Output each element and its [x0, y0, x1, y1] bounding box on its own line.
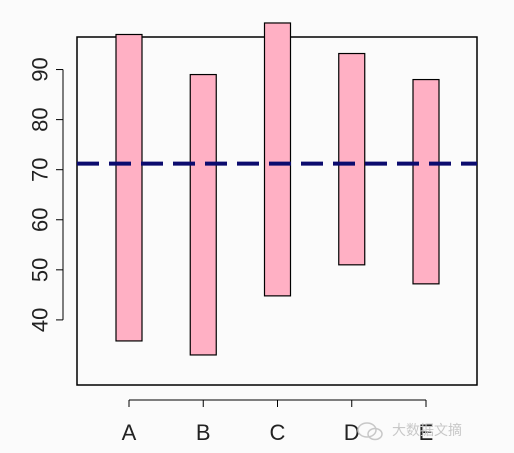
wechat-icon [357, 422, 383, 441]
bar-a [115, 33, 143, 342]
y-tick-label: 90 [28, 57, 53, 81]
y-tick-label: 80 [28, 107, 53, 131]
y-tick-label: 70 [28, 157, 53, 181]
bar-c [263, 22, 292, 297]
x-tick-label-d: D [344, 420, 360, 445]
x-tick-label-b: B [196, 420, 211, 445]
watermark-text: 大数据文摘 [392, 422, 462, 439]
y-tick-label: 50 [28, 258, 53, 282]
bar-b [189, 73, 217, 356]
y-tick-label: 40 [28, 308, 53, 332]
x-axis: A B C D E [122, 399, 434, 445]
y-tick-label: 60 [28, 208, 53, 232]
x-tick-label-c: C [270, 420, 286, 445]
bars [115, 22, 440, 356]
x-tick-label-e: E [419, 420, 434, 445]
watermark: 大数据文摘 [357, 422, 462, 441]
y-axis: 40 50 60 70 80 90 [28, 57, 64, 332]
x-tick-label-a: A [122, 420, 137, 445]
bar-d [338, 52, 366, 266]
bar-e [412, 78, 440, 285]
